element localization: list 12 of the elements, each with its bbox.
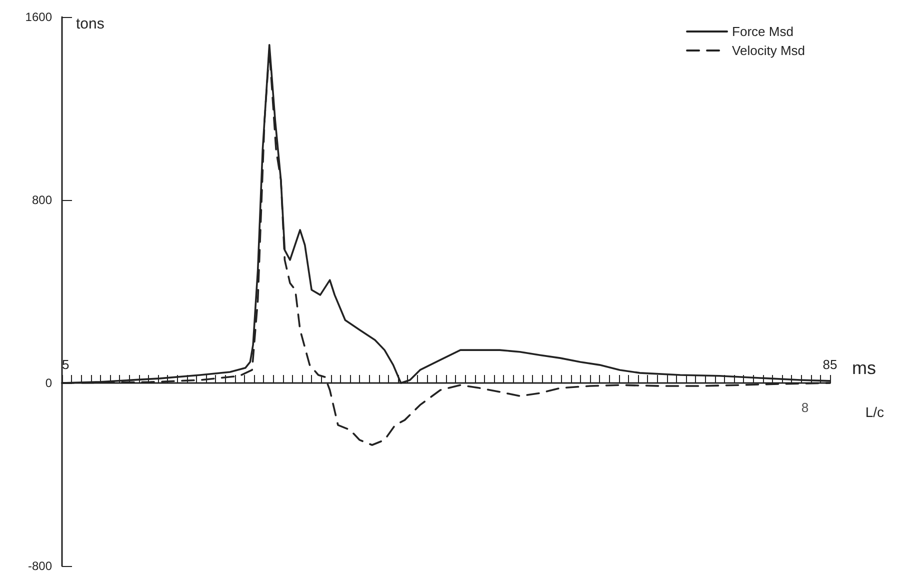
x-tick-label: 5 bbox=[62, 357, 70, 372]
y-tick-label: 800 bbox=[32, 193, 52, 207]
x-axis-title: ms bbox=[852, 358, 876, 378]
y-axis-title: tons bbox=[76, 16, 104, 32]
y-tick-label: 0 bbox=[45, 376, 52, 390]
text: L/c bbox=[865, 404, 884, 420]
annotation: 8 bbox=[801, 400, 809, 415]
y-tick-label: -800 bbox=[28, 559, 52, 573]
y-tick-label: 1600 bbox=[25, 10, 52, 24]
x-tick-label: 85 bbox=[822, 357, 838, 372]
legend-label: Force Msd bbox=[732, 24, 794, 39]
legend-label: Velocity Msd bbox=[732, 43, 806, 58]
